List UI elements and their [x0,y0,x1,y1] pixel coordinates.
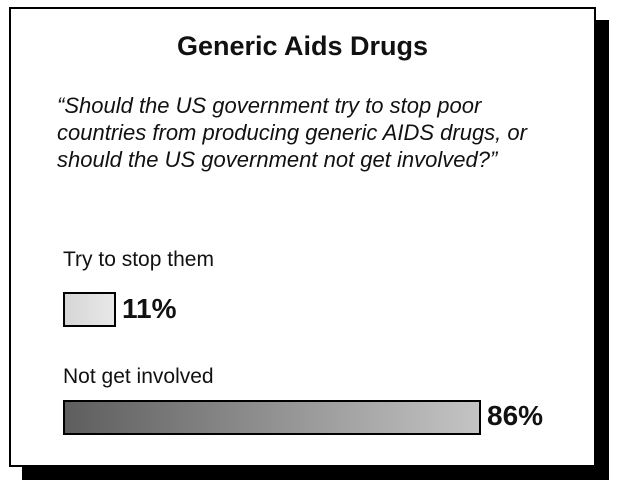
category-label-try-to-stop: Try to stop them [63,248,214,271]
poll-card: Generic Aids Drugs “Should the US govern… [9,7,596,467]
value-label-not-get-involved: 86% [487,400,544,431]
poll-question: “Should the US government try to stop po… [57,93,527,172]
value-label-try-to-stop: 11% [122,293,177,324]
category-label-not-get-involved: Not get involved [63,365,214,388]
chart-title: Generic Aids Drugs [176,31,429,61]
bar-not-get-involved [63,400,481,435]
bar-try-to-stop [63,292,116,327]
